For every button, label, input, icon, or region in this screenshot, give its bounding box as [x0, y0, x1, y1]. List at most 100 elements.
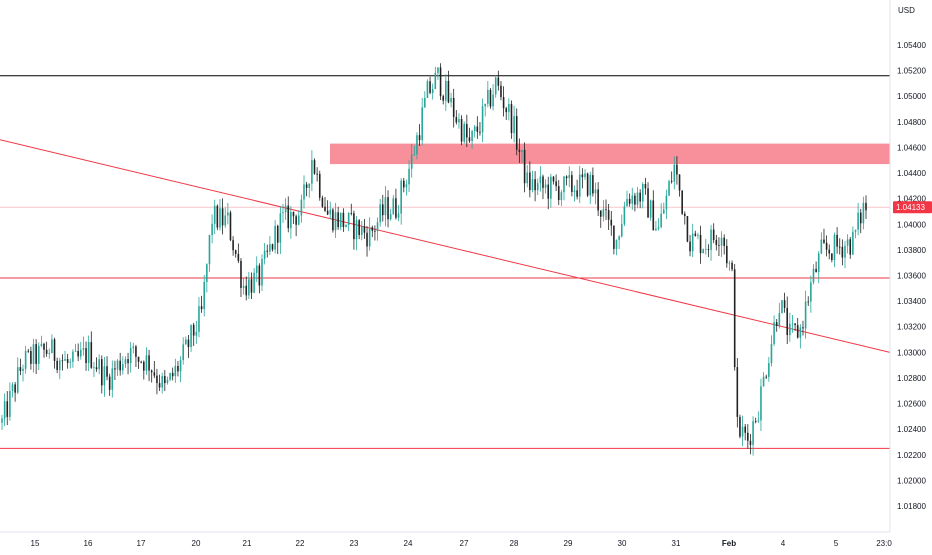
candle-body — [311, 160, 313, 184]
candle-body — [316, 173, 318, 175]
candle-body — [166, 379, 169, 384]
candle-body — [416, 135, 418, 155]
candle-body — [565, 176, 568, 179]
candle-body — [775, 322, 778, 326]
candle-body — [282, 212, 284, 214]
candle-body — [631, 195, 634, 204]
candle-body — [347, 213, 350, 226]
candle-body — [426, 81, 429, 98]
date-tick-label: Feb — [722, 539, 736, 548]
candle-body — [450, 97, 452, 103]
candle-body — [752, 421, 754, 445]
candle-body — [122, 364, 124, 371]
candle-body — [219, 208, 221, 228]
candle-body — [610, 219, 613, 226]
candle-body — [626, 198, 628, 207]
candle-body — [508, 104, 510, 113]
candle-body — [182, 344, 185, 361]
date-tick-label: 23:0 — [876, 539, 892, 548]
price-tick-label: 1.04400 — [897, 169, 926, 178]
candle-body — [854, 229, 857, 232]
candle-body — [613, 225, 615, 249]
candle-body — [434, 73, 437, 89]
price-tick-label: 1.02000 — [897, 476, 926, 485]
price-tick-label: 1.05400 — [897, 41, 926, 50]
candle-body — [828, 249, 831, 254]
candle-body — [484, 103, 487, 107]
candle-body — [303, 184, 305, 200]
candle-body — [802, 327, 804, 329]
candle-body — [342, 212, 345, 228]
candle-body — [518, 149, 521, 152]
candle-body — [424, 97, 426, 108]
candle-body — [269, 244, 271, 252]
candle-body — [69, 361, 72, 363]
candle-body — [374, 230, 376, 232]
date-tick-label: 5 — [834, 539, 839, 548]
candle-body — [305, 184, 308, 188]
candle-body — [258, 265, 261, 286]
price-tick-label: 1.01800 — [897, 502, 926, 511]
candle-body — [72, 351, 74, 362]
candle-body — [662, 209, 665, 214]
candle-body — [715, 239, 718, 245]
candle-body — [747, 432, 749, 441]
candle-body — [515, 116, 518, 150]
candle-body — [24, 350, 27, 369]
candle-body — [221, 208, 224, 226]
candle-body — [557, 186, 560, 201]
candle-body — [718, 244, 720, 246]
candle-body — [402, 180, 405, 188]
candle-body — [400, 180, 402, 214]
candle-body — [337, 212, 339, 228]
candle-body — [300, 199, 303, 216]
candle-body — [95, 367, 98, 370]
candle-body — [232, 240, 234, 251]
candle-body — [297, 215, 300, 225]
candle-body — [823, 239, 825, 243]
candle-body — [471, 130, 473, 142]
price-tick-label: 1.03400 — [897, 297, 926, 306]
candle-body — [796, 325, 799, 338]
candle-body — [599, 210, 602, 217]
candle-body — [712, 229, 715, 240]
candle-body — [135, 346, 137, 357]
candle-body — [74, 350, 77, 352]
candle-body — [379, 204, 381, 223]
candle-body — [781, 300, 783, 314]
candle-body — [812, 268, 815, 283]
candle-body — [395, 198, 397, 218]
candle-body — [571, 175, 573, 192]
candle-body — [6, 401, 9, 417]
price-tick-label: 1.05000 — [897, 92, 926, 101]
candle-body — [634, 195, 636, 205]
candle-body — [161, 376, 163, 388]
candle-body — [489, 89, 492, 107]
candle-body — [770, 344, 773, 364]
candle-body — [366, 232, 368, 247]
candle-body — [158, 383, 161, 388]
candle-body — [119, 360, 121, 371]
candle-body — [345, 225, 347, 228]
candle-body — [628, 198, 631, 204]
candle-body — [521, 149, 523, 152]
candle-body — [699, 234, 702, 254]
candle-body — [733, 269, 736, 368]
candle-body — [547, 184, 550, 199]
candle-body — [111, 368, 114, 390]
candle-body — [376, 222, 379, 232]
candle-body — [106, 366, 108, 377]
candle-body — [536, 183, 539, 191]
candle-body — [360, 226, 363, 236]
candle-body — [505, 108, 508, 113]
candle-body — [799, 327, 802, 338]
date-tick-label: 20 — [192, 539, 201, 548]
candle-body — [248, 279, 250, 296]
candle-body — [859, 212, 862, 224]
price-tick-label: 1.03000 — [897, 348, 926, 357]
candle-body — [421, 107, 423, 141]
candle-body — [156, 375, 158, 384]
